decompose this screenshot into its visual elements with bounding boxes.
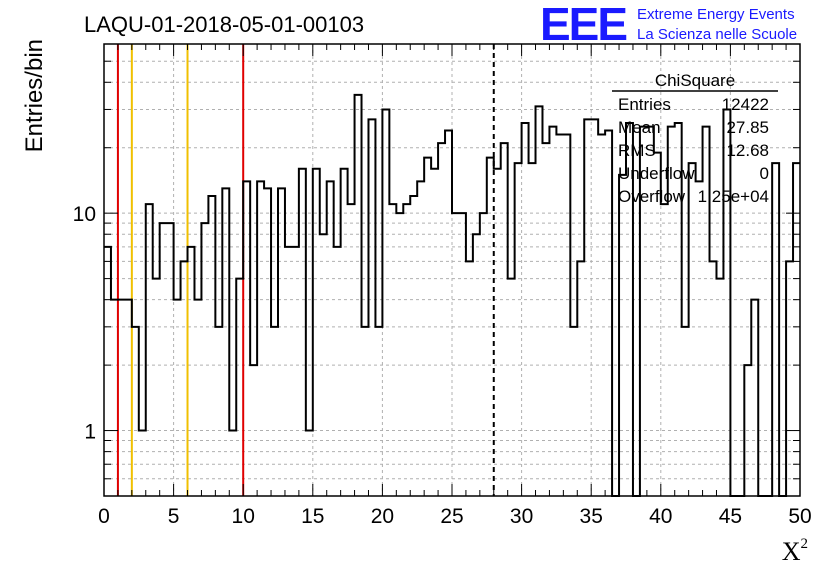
- y-tick-label: 1: [84, 421, 96, 444]
- stats-box: ChiSquare Entries 12422 Mean 27.85 RMS 12.68 Un…: [612, 71, 778, 206]
- x-tick-label: 20: [371, 505, 394, 528]
- stats-value: 12422: [722, 95, 769, 114]
- stats-label: Underflow: [618, 164, 695, 183]
- histogram-outline: [104, 93, 800, 497]
- logo-line2: La Scienza nelle Scuole: [637, 26, 798, 43]
- stats-label: RMS: [618, 141, 656, 160]
- x-tick-label: 40: [649, 505, 672, 528]
- grid-lines: [104, 44, 800, 496]
- x-tick-label: 25: [440, 505, 463, 528]
- histogram-bins: [104, 93, 800, 497]
- x-tick-label: 0: [98, 505, 110, 528]
- stats-label: Mean: [618, 118, 661, 137]
- logo-mark: EEE: [540, 0, 628, 50]
- logo-line1: Extreme Energy Events: [637, 6, 795, 23]
- x-axis-label-sup: 2: [800, 536, 809, 552]
- x-tick-label: 45: [719, 505, 742, 528]
- x-tick-label: 10: [232, 505, 255, 528]
- x-tick-label: 35: [580, 505, 603, 528]
- chart-title: LAQU-01-2018-05-01-00103: [84, 12, 365, 37]
- x-tick-label: 50: [788, 505, 811, 528]
- axes: 0 5 10 15 20 25 30 35 40 45 50 1 10: [73, 43, 812, 528]
- stats-value: 1.25e+04: [698, 187, 769, 206]
- stats-title: ChiSquare: [655, 71, 735, 90]
- y-tick-label: 10: [73, 203, 96, 226]
- x-tick-label: 30: [510, 505, 533, 528]
- stats-value: 0: [760, 164, 769, 183]
- x-axis-label: X2: [782, 536, 808, 567]
- stats-value: 27.85: [726, 118, 769, 137]
- stats-value: 12.68: [726, 141, 769, 160]
- stats-label: Entries: [618, 95, 671, 114]
- x-tick-label: 15: [301, 505, 324, 528]
- stats-label: Overflow: [618, 187, 686, 206]
- x-tick-label: 5: [168, 505, 180, 528]
- x-axis-label-text: X: [781, 537, 801, 566]
